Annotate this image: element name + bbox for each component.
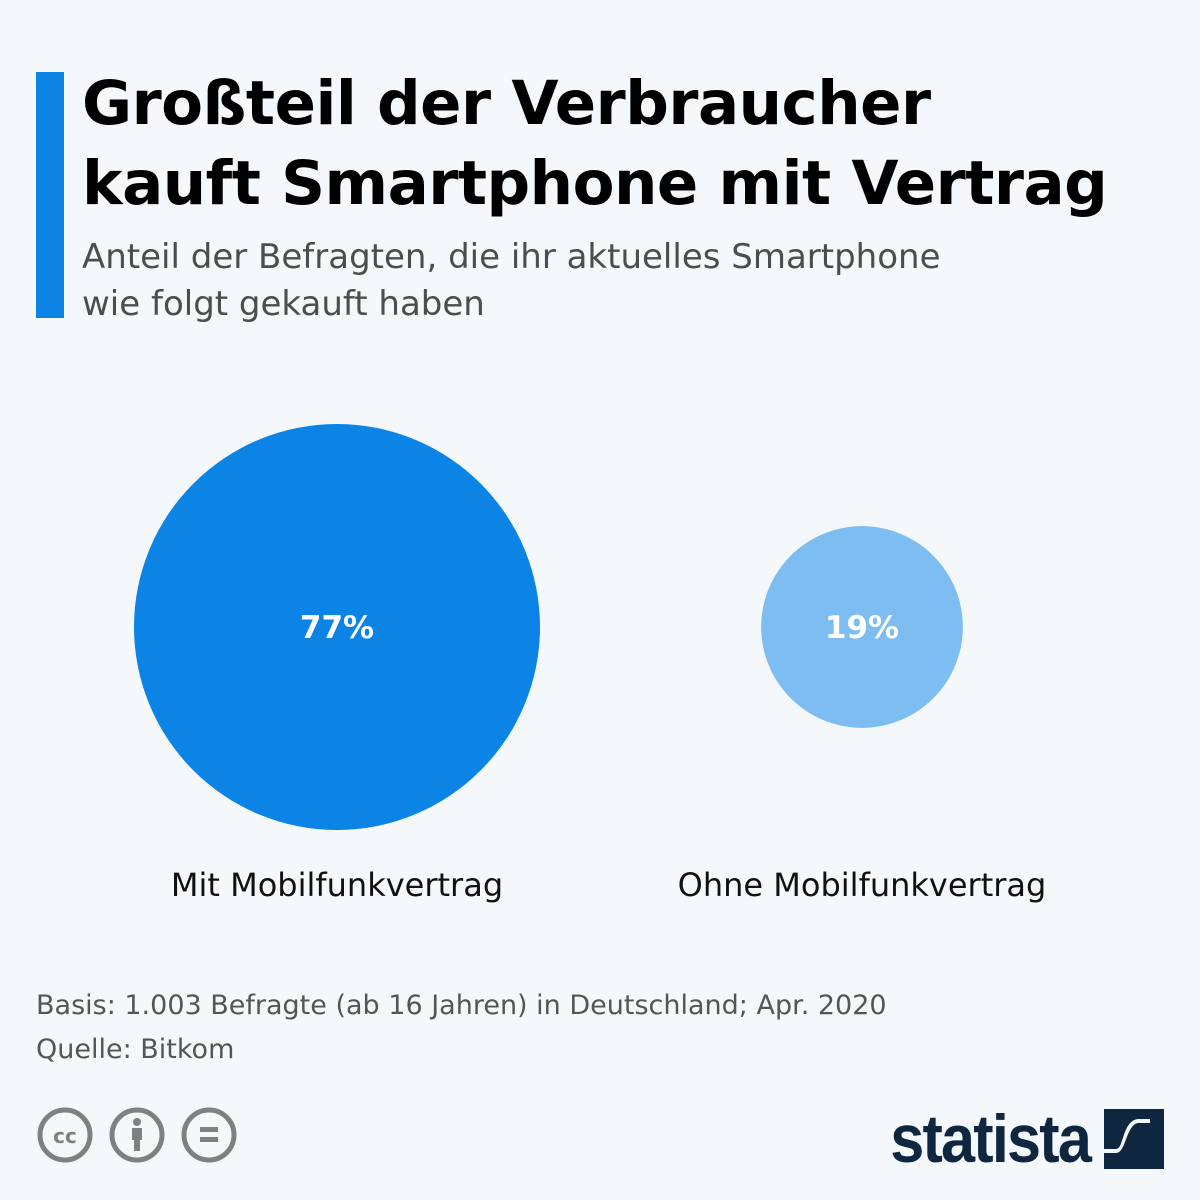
subtitle-line-2: wie folgt gekauft haben: [82, 284, 485, 324]
statista-logo[interactable]: statista: [868, 1100, 1164, 1178]
category-label-1: Ohne Mobilfunkvertrag: [677, 866, 1047, 904]
brand-wordmark: statista: [890, 1101, 1092, 1177]
accent-bar: [36, 72, 64, 318]
subtitle: Anteil der Befragten, die ihr aktuelles …: [82, 234, 1082, 328]
data-label-1: 19%: [825, 610, 899, 646]
cc-icon[interactable]: cc: [36, 1106, 94, 1164]
attribution-icon[interactable]: [108, 1106, 166, 1164]
basis-note: Basis: 1.003 Befragte (ab 16 Jahren) in …: [36, 990, 887, 1021]
data-label-0: 77%: [300, 610, 374, 646]
category-label-0: Mit Mobilfunkvertrag: [170, 866, 504, 904]
bubble-1: [761, 526, 963, 728]
title-line-2: kauft Smartphone mit Vertrag: [82, 148, 1108, 219]
license-icons: cc: [36, 1106, 238, 1164]
subtitle-line-1: Anteil der Befragten, die ihr aktuelles …: [82, 237, 941, 277]
page-title: Großteil der Verbraucher kauft Smartphon…: [82, 64, 1182, 224]
bubble-0: [134, 424, 540, 830]
title-line-1: Großteil der Verbraucher: [82, 68, 931, 139]
no-derivatives-icon[interactable]: [180, 1106, 238, 1164]
statista-logo-icon: [1104, 1109, 1164, 1169]
svg-text:cc: cc: [53, 1124, 77, 1148]
bubble-chart: 77% 19%: [134, 424, 963, 830]
source-note: Quelle: Bitkom: [36, 1034, 235, 1065]
